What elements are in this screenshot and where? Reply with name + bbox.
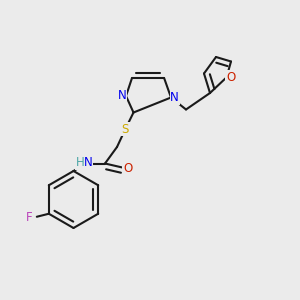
Text: N: N xyxy=(118,89,127,103)
Text: S: S xyxy=(122,122,129,136)
Text: N: N xyxy=(170,91,179,104)
Text: O: O xyxy=(226,71,235,84)
Text: O: O xyxy=(123,161,132,175)
Text: F: F xyxy=(26,211,33,224)
Text: N: N xyxy=(83,156,92,170)
Text: H: H xyxy=(75,156,84,170)
